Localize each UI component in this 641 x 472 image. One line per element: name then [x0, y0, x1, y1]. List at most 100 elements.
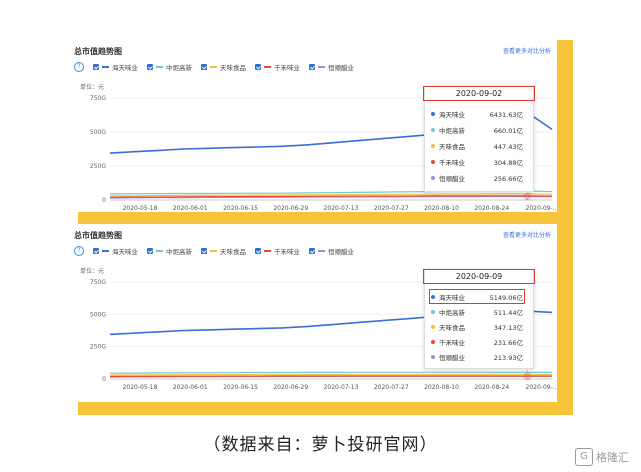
series-dot — [431, 128, 435, 132]
x-tick-label: 2020-09-... — [526, 205, 557, 212]
tooltip-value: 511.44亿 — [493, 309, 523, 317]
legend-label: 天味食品 — [220, 64, 246, 72]
tooltip: 2020-09-09 海天味业 5149.06亿 中炬高新 511.44亿 天味食品… — [423, 269, 535, 369]
x-tick-label: 2020-08-24 — [474, 205, 509, 212]
x-tick-label: 2020-06-29 — [273, 205, 308, 212]
y-tick-label: 0 — [102, 376, 106, 383]
legend-item-0[interactable]: 海天味业 — [93, 62, 138, 72]
legend: ? 海天味业 中炬高新 天味食品 千禾味业 恒顺醋业 — [74, 246, 354, 256]
checkbox-icon[interactable] — [147, 248, 153, 254]
tooltip-row: 天味食品 447.43亿 — [431, 141, 523, 151]
x-tick-label: 2020-07-13 — [324, 384, 359, 391]
series-line — [109, 195, 553, 199]
checkbox-icon[interactable] — [201, 248, 207, 254]
series-dot — [431, 176, 435, 180]
help-icon[interactable]: ? — [74, 246, 84, 256]
tooltip-row: 中炬高新 511.44亿 — [431, 307, 523, 317]
watermark-text: 格隆汇 — [596, 451, 629, 464]
tooltip-series-name: 千禾味业 — [439, 159, 465, 167]
tooltip-date: 2020-09-09 — [423, 269, 535, 284]
x-tick-label: 2020-06-29 — [273, 384, 308, 391]
checkbox-icon[interactable] — [309, 248, 315, 254]
series-dot — [431, 112, 435, 116]
tooltip-row: 中炬高新 660.01亿 — [431, 125, 523, 135]
panel-title: 总市值趋势图 — [74, 47, 122, 56]
hover-point-halo — [523, 192, 532, 201]
x-tick-label: 2020-08-10 — [424, 205, 459, 212]
legend-item-0[interactable]: 海天味业 — [93, 246, 138, 256]
x-tick-label: 2020-06-15 — [223, 205, 258, 212]
chart-panel-bottom: 总市值趋势图 查看更多对比分析 ? 海天味业 中炬高新 天味食品 千禾味业 恒顺… — [66, 224, 557, 402]
hover-point-halo — [523, 372, 532, 381]
legend-label: 中炬高新 — [166, 248, 192, 256]
legend-item-2[interactable]: 天味食品 — [201, 246, 246, 256]
legend-item-3[interactable]: 千禾味业 — [255, 246, 300, 256]
legend-item-1[interactable]: 中炬高新 — [147, 246, 192, 256]
x-tick-label: 2020-07-13 — [324, 205, 359, 212]
series-swatch — [156, 66, 163, 68]
legend-item-1[interactable]: 中炬高新 — [147, 62, 192, 72]
watermark: G 格隆汇 — [575, 448, 629, 466]
series-swatch — [210, 66, 217, 68]
help-icon[interactable]: ? — [74, 62, 84, 72]
x-tick-label: 2020-05-18 — [123, 384, 158, 391]
source-caption: （数据来自：萝卜投研官网） — [203, 435, 438, 455]
legend-label: 千禾味业 — [274, 64, 300, 72]
more-comparison-link[interactable]: 查看更多对比分析 — [502, 232, 551, 239]
tooltip-series-name: 千禾味业 — [439, 339, 465, 347]
tooltip-value: 660.01亿 — [493, 127, 523, 135]
tooltip: 2020-09-02 海天味业 6431.63亿 中炬高新 660.01亿 天味食品… — [423, 86, 535, 192]
legend-label: 天味食品 — [220, 248, 246, 256]
series-dot — [431, 144, 435, 148]
series-swatch — [156, 250, 163, 252]
chart-panel-top: 总市值趋势图 查看更多对比分析 ? 海天味业 中炬高新 天味食品 千禾味业 恒顺… — [66, 40, 557, 212]
legend-item-2[interactable]: 天味食品 — [201, 62, 246, 72]
series-dot — [431, 355, 435, 359]
tooltip-row: 海天味业 6431.63亿 — [431, 109, 523, 119]
checkbox-icon[interactable] — [147, 64, 153, 70]
series-dot — [431, 310, 435, 314]
checkbox-icon[interactable] — [255, 248, 261, 254]
y-tick-label: 750G — [90, 279, 106, 286]
series-dot — [431, 340, 435, 344]
series-line — [109, 195, 553, 198]
series-dot — [431, 325, 435, 329]
checkbox-icon[interactable] — [255, 64, 261, 70]
series-dot — [431, 295, 435, 299]
tooltip-series-name: 中炬高新 — [439, 127, 465, 135]
tooltip-series-name: 天味食品 — [439, 143, 465, 151]
tooltip-series-name: 恒顺醋业 — [439, 175, 465, 183]
tooltip-row: 千禾味业 304.88亿 — [431, 157, 523, 167]
legend-label: 恒顺醋业 — [328, 64, 354, 72]
series-swatch — [210, 250, 217, 252]
legend-label: 恒顺醋业 — [328, 248, 354, 256]
series-line — [109, 193, 553, 197]
tooltip-row: 恒顺醋业 213.93亿 — [431, 352, 523, 362]
checkbox-icon[interactable] — [93, 248, 99, 254]
legend-item-4[interactable]: 恒顺醋业 — [309, 246, 354, 256]
tooltip-value: 213.93亿 — [493, 354, 523, 362]
series-swatch — [102, 66, 109, 68]
legend-label: 海天味业 — [112, 248, 138, 256]
panel-title: 总市值趋势图 — [74, 231, 122, 240]
legend-label: 中炬高新 — [166, 64, 192, 72]
highlight-box — [429, 289, 525, 304]
checkbox-icon[interactable] — [93, 64, 99, 70]
checkbox-icon[interactable] — [201, 64, 207, 70]
series-line — [109, 373, 552, 376]
more-comparison-link[interactable]: 查看更多对比分析 — [502, 48, 551, 55]
unit-label: 单位：元 — [80, 268, 105, 275]
y-tick-label: 500G — [90, 129, 106, 136]
tooltip-value: 6431.63亿 — [489, 111, 523, 119]
checkbox-icon[interactable] — [309, 64, 315, 70]
y-tick-label: 250G — [90, 163, 106, 170]
series-swatch — [318, 66, 325, 68]
legend-item-3[interactable]: 千禾味业 — [255, 62, 300, 72]
x-tick-label: 2020-09-... — [526, 384, 557, 391]
x-tick-label: 2020-07-27 — [374, 205, 409, 212]
x-tick-label: 2020-05-18 — [123, 205, 158, 212]
tooltip-value: 5149.06亿 — [489, 294, 523, 302]
legend-item-4[interactable]: 恒顺醋业 — [309, 62, 354, 72]
tooltip-series-name: 恒顺醋业 — [439, 354, 465, 362]
y-tick-label: 750G — [90, 95, 106, 102]
